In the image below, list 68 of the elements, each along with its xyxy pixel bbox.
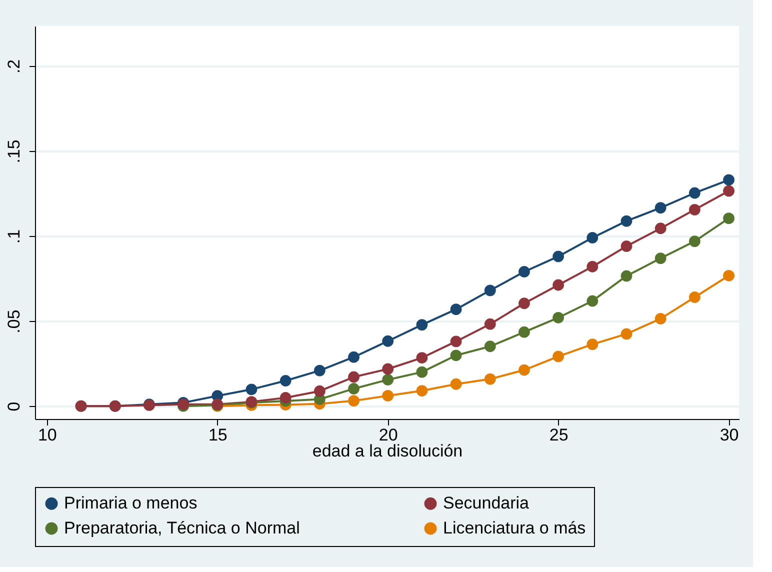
y-tick-label: .2 bbox=[4, 59, 24, 74]
point bbox=[280, 375, 292, 386]
point bbox=[586, 260, 598, 272]
point bbox=[552, 350, 564, 362]
point bbox=[654, 312, 666, 324]
point bbox=[246, 384, 258, 396]
point bbox=[654, 252, 666, 264]
point bbox=[348, 371, 360, 383]
legend-label: Primaria o menos bbox=[64, 494, 198, 513]
legend-label: Preparatoria, Técnica o Normal bbox=[64, 518, 300, 538]
point bbox=[416, 385, 428, 396]
point bbox=[586, 338, 598, 350]
point bbox=[620, 215, 632, 227]
point bbox=[348, 395, 360, 406]
x-tick-label: 30 bbox=[720, 426, 739, 444]
point bbox=[654, 222, 666, 234]
point bbox=[654, 202, 666, 214]
point bbox=[416, 366, 428, 378]
point bbox=[314, 385, 326, 397]
point bbox=[723, 212, 734, 224]
point bbox=[416, 352, 428, 364]
y-tick-label: .05 bbox=[4, 310, 24, 334]
point bbox=[688, 292, 700, 303]
point bbox=[552, 312, 564, 324]
point bbox=[314, 364, 326, 376]
point bbox=[552, 250, 564, 262]
legend-label: Secundaria bbox=[443, 494, 530, 513]
point bbox=[723, 270, 734, 282]
point bbox=[620, 240, 632, 252]
point bbox=[723, 174, 734, 186]
point bbox=[586, 232, 598, 244]
y-tick-label: 0 bbox=[4, 402, 24, 412]
point bbox=[382, 363, 394, 375]
point bbox=[620, 328, 632, 340]
point bbox=[416, 319, 428, 330]
point bbox=[518, 326, 530, 338]
point bbox=[688, 187, 700, 199]
x-tick-label: 10 bbox=[38, 426, 57, 444]
point bbox=[450, 304, 462, 316]
x-tick-label: 15 bbox=[208, 426, 228, 444]
point bbox=[382, 390, 394, 402]
point bbox=[552, 279, 564, 291]
point bbox=[518, 298, 530, 310]
point bbox=[280, 392, 292, 404]
point bbox=[450, 336, 462, 348]
x-tick-label: 20 bbox=[378, 426, 398, 444]
y-tick-label: .15 bbox=[4, 140, 24, 164]
point bbox=[484, 318, 496, 330]
point bbox=[382, 335, 394, 347]
point bbox=[723, 185, 734, 197]
point bbox=[688, 204, 700, 216]
point bbox=[518, 364, 530, 376]
point bbox=[484, 284, 496, 296]
x-tick-label: 25 bbox=[549, 426, 568, 444]
point bbox=[484, 373, 496, 385]
point bbox=[688, 236, 700, 247]
point bbox=[484, 340, 496, 352]
point bbox=[620, 270, 632, 282]
point bbox=[382, 374, 394, 386]
point bbox=[450, 378, 462, 390]
point bbox=[348, 383, 360, 394]
point bbox=[450, 350, 462, 362]
legend-label: Licenciatura o más bbox=[443, 518, 586, 538]
y-tick-label: .1 bbox=[4, 229, 24, 244]
point bbox=[518, 266, 530, 278]
point bbox=[348, 351, 360, 363]
point bbox=[586, 295, 598, 307]
x-axis-title: edad a la disolución bbox=[312, 442, 463, 460]
